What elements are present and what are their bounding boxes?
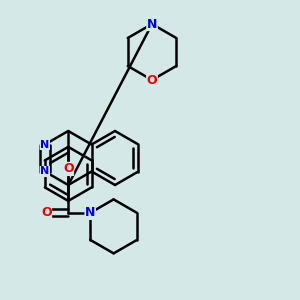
- Text: O: O: [41, 206, 52, 219]
- Text: O: O: [147, 74, 157, 86]
- Text: N: N: [85, 206, 95, 219]
- Text: O: O: [63, 162, 74, 176]
- Text: N: N: [147, 17, 157, 31]
- Text: N: N: [40, 140, 50, 149]
- Text: N: N: [40, 167, 50, 176]
